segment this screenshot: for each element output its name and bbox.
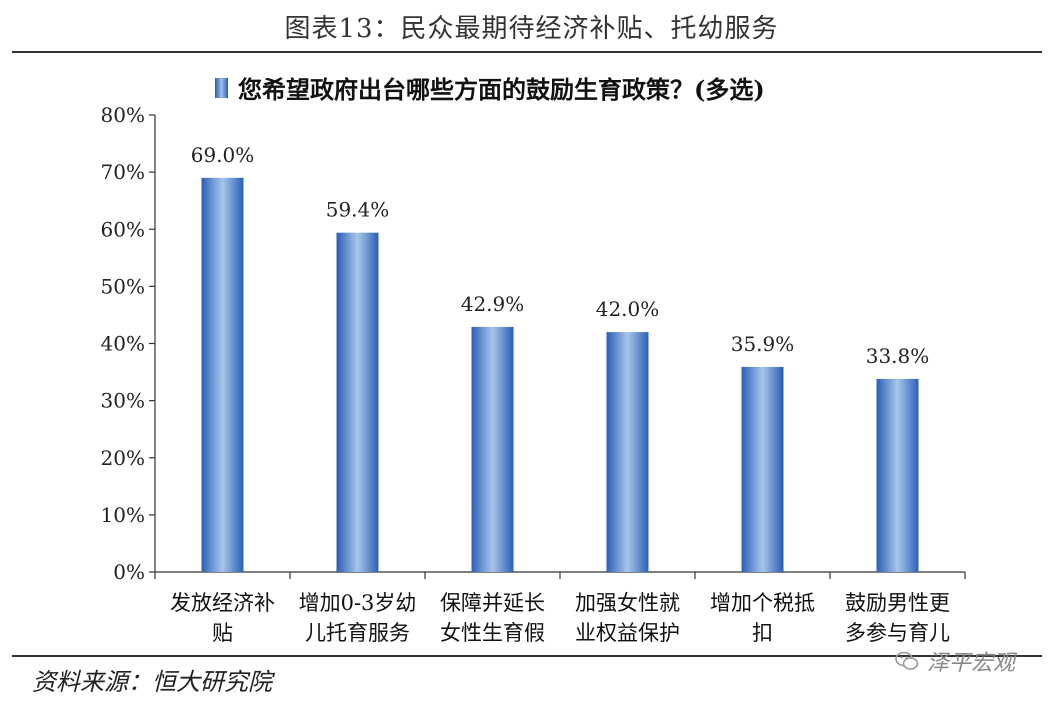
y-tick-label: 50% xyxy=(101,274,145,298)
bar xyxy=(876,378,919,572)
data-label: 69.0% xyxy=(191,143,255,167)
watermark: 泽平宏观 xyxy=(895,645,1015,677)
chart-title: 您希望政府出台哪些方面的鼓励生育政策？(多选) xyxy=(238,75,765,104)
x-tick-label: 发放经济补 xyxy=(170,591,275,615)
y-tick-label: 30% xyxy=(101,389,145,413)
x-tick-label: 增加0-3岁幼 xyxy=(299,591,417,615)
y-tick-label: 10% xyxy=(101,503,145,527)
chart-legend: 您希望政府出台哪些方面的鼓励生育政策？(多选) xyxy=(215,70,765,105)
x-tick-label: 多参与育儿 xyxy=(845,621,950,645)
top-divider xyxy=(12,51,1042,53)
y-tick-label: 0% xyxy=(113,560,145,584)
y-tick-label: 20% xyxy=(101,446,145,470)
bar xyxy=(201,177,244,572)
bar xyxy=(471,326,514,572)
x-tick-label: 增加个税抵 xyxy=(710,591,815,615)
x-tick-label: 女性生育假 xyxy=(440,621,545,645)
y-tick-label: 80% xyxy=(101,103,145,127)
data-label: 35.9% xyxy=(731,332,795,356)
x-tick-label: 加强女性就 xyxy=(575,591,680,615)
x-tick-label: 扣 xyxy=(752,621,773,645)
data-label: 42.0% xyxy=(596,297,660,321)
legend-swatch xyxy=(215,77,228,98)
y-tick-label: 70% xyxy=(101,160,145,184)
bar xyxy=(606,332,649,572)
x-tick-label: 儿托育服务 xyxy=(305,621,410,645)
x-tick-label: 保障并延长 xyxy=(440,591,545,615)
data-label: 33.8% xyxy=(866,344,930,368)
x-tick-label: 鼓励男性更 xyxy=(845,591,950,615)
data-label: 42.9% xyxy=(461,292,525,316)
source-note: 资料来源：恒大研究院 xyxy=(32,668,272,696)
x-tick-label: 贴 xyxy=(212,621,233,645)
data-label: 59.4% xyxy=(326,198,390,222)
y-tick-label: 40% xyxy=(101,332,145,356)
wechat-icon xyxy=(895,651,919,670)
x-tick-label: 业权益保护 xyxy=(575,621,680,645)
bar xyxy=(336,232,379,573)
watermark-text: 泽平宏观 xyxy=(927,651,1016,676)
y-tick-label: 60% xyxy=(101,217,145,241)
figure-title: 图表13：民众最期待经济补贴、托幼服务 xyxy=(284,14,779,44)
bottom-divider xyxy=(12,655,1042,657)
bar xyxy=(741,366,784,572)
